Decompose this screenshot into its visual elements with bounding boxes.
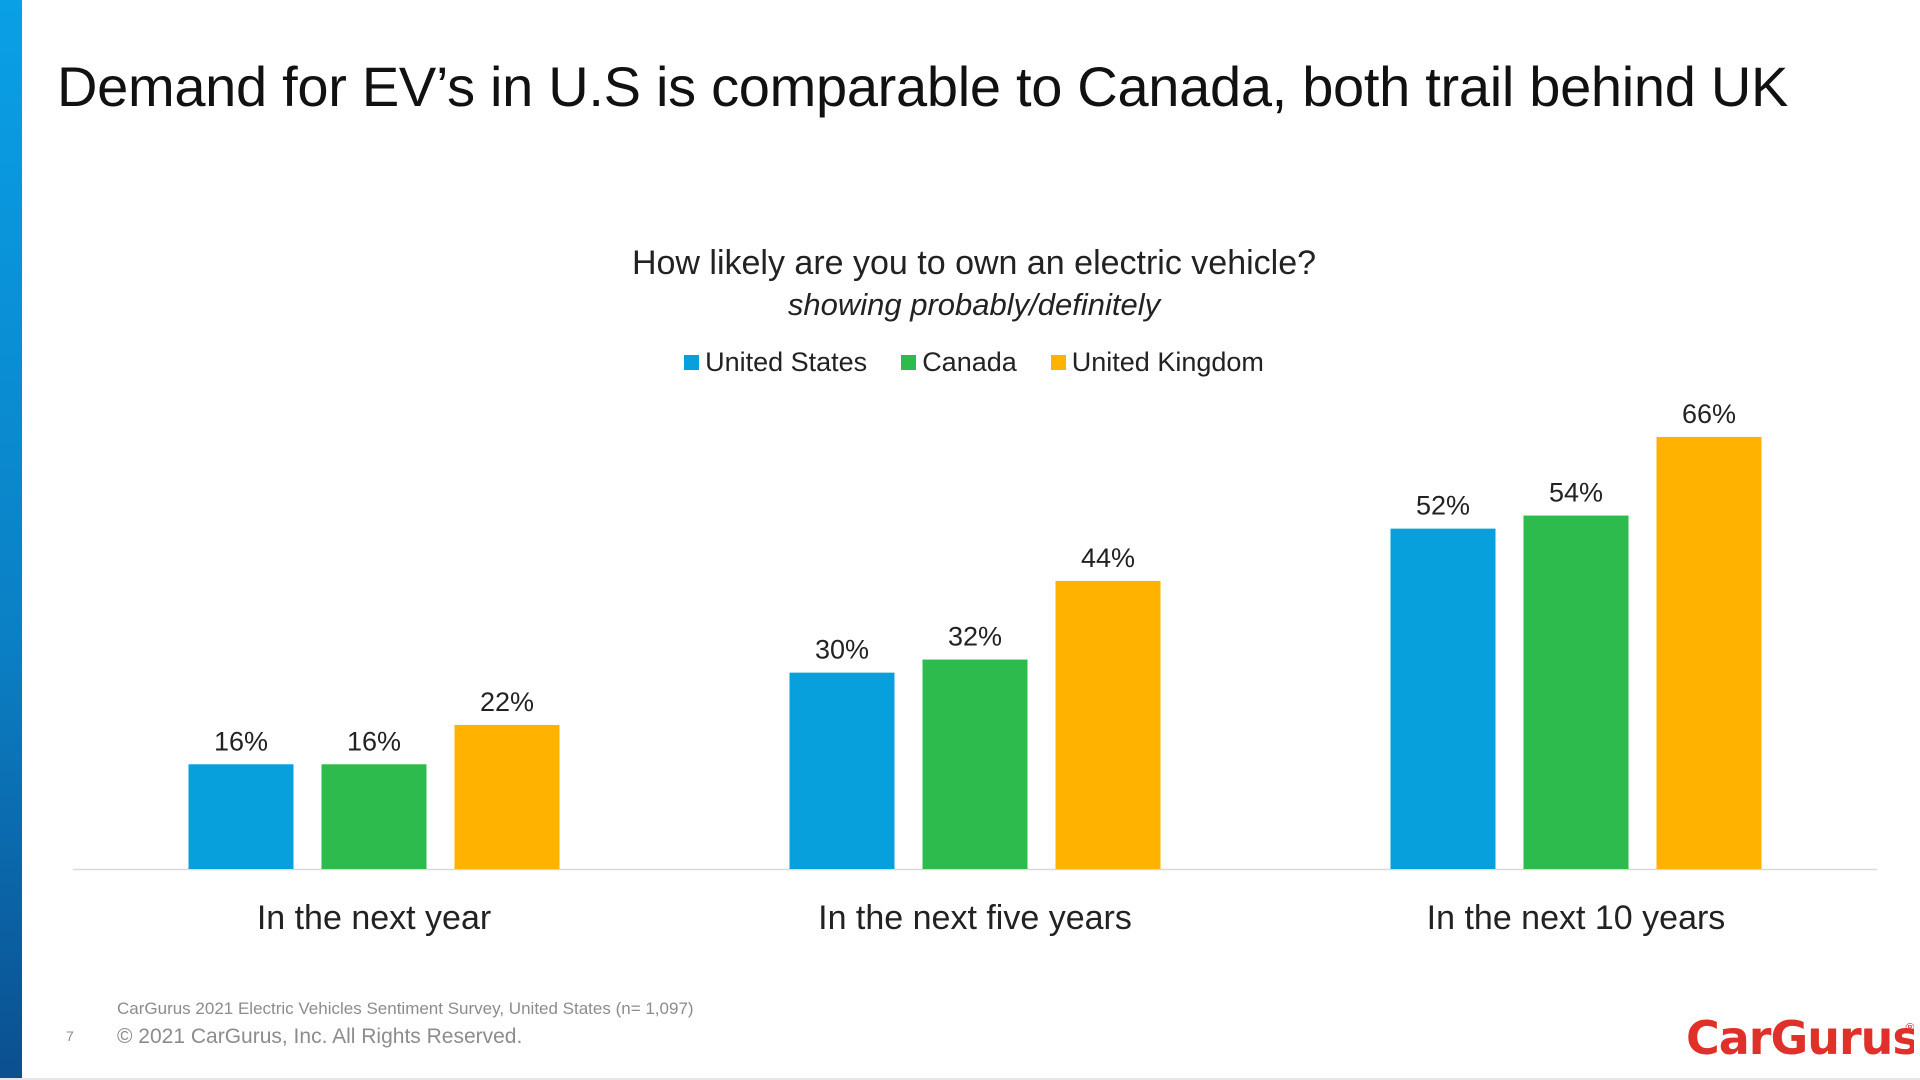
bar-united-states-in-the-next-10-years [1390, 528, 1496, 869]
category-label-in-the-next-five-years: In the next five years [818, 899, 1132, 937]
bar-canada-in-the-next-five-years [922, 659, 1028, 869]
data-label-united-kingdom-in-the-next-10-years: 66% [1682, 399, 1736, 429]
bar-united-states-in-the-next-year [188, 764, 294, 869]
page-number: 7 [66, 1028, 74, 1044]
data-label-united-kingdom-in-the-next-five-years: 44% [1081, 543, 1135, 573]
bar-canada-in-the-next-10-years [1523, 515, 1629, 869]
data-label-canada-in-the-next-10-years: 54% [1549, 478, 1603, 508]
data-label-united-states-in-the-next-10-years: 52% [1416, 491, 1470, 521]
data-label-canada-in-the-next-five-years: 32% [948, 622, 1002, 652]
data-label-united-states-in-the-next-year: 16% [214, 726, 268, 756]
chart-legend: United States Canada United Kingdom [0, 347, 1920, 378]
registered-mark: ® [1904, 1021, 1914, 1035]
chart-title: How likely are you to own an electric ve… [631, 244, 1317, 282]
legend-label-canada: Canada [922, 347, 1017, 377]
legend-swatch-united-states [684, 355, 700, 370]
bar-canada-in-the-next-year [321, 764, 427, 869]
source-note: CarGurus 2021 Electric Vehicles Sentimen… [117, 999, 694, 1018]
legend-item-canada: Canada [901, 347, 1017, 378]
bottom-divider [0, 1078, 1920, 1080]
category-label-in-the-next-year: In the next year [257, 899, 491, 937]
bar-united-kingdom-in-the-next-year [454, 725, 560, 869]
copyright-text: © 2021 CarGurus, Inc. All Rights Reserve… [117, 1025, 523, 1048]
bar-united-states-in-the-next-five-years [789, 672, 895, 869]
logo-wordmark: CarGurus [1686, 1011, 1914, 1065]
legend-swatch-canada [901, 355, 917, 370]
legend-swatch-united-kingdom [1050, 355, 1066, 370]
slide-title: Demand for EV’s in U.S is comparable to … [57, 55, 1789, 118]
chart-subtitle: showing probably/definitely [787, 287, 1161, 322]
cargurus-logo: CarGurus ® [1686, 1011, 1914, 1065]
legend-label-united-states: United States [705, 347, 868, 377]
data-label-united-states-in-the-next-five-years: 30% [815, 635, 869, 665]
legend-item-united-kingdom: United Kingdom [1050, 347, 1264, 378]
data-label-canada-in-the-next-year: 16% [347, 726, 401, 756]
bar-united-kingdom-in-the-next-five-years [1055, 581, 1161, 869]
accent-bar [0, 0, 22, 1080]
category-label-in-the-next-10-years: In the next 10 years [1427, 899, 1726, 937]
data-label-united-kingdom-in-the-next-year: 22% [480, 687, 534, 717]
bar-united-kingdom-in-the-next-10-years [1656, 437, 1762, 869]
legend-item-united-states: United States [684, 347, 867, 378]
legend-label-united-kingdom: United Kingdom [1071, 347, 1264, 377]
